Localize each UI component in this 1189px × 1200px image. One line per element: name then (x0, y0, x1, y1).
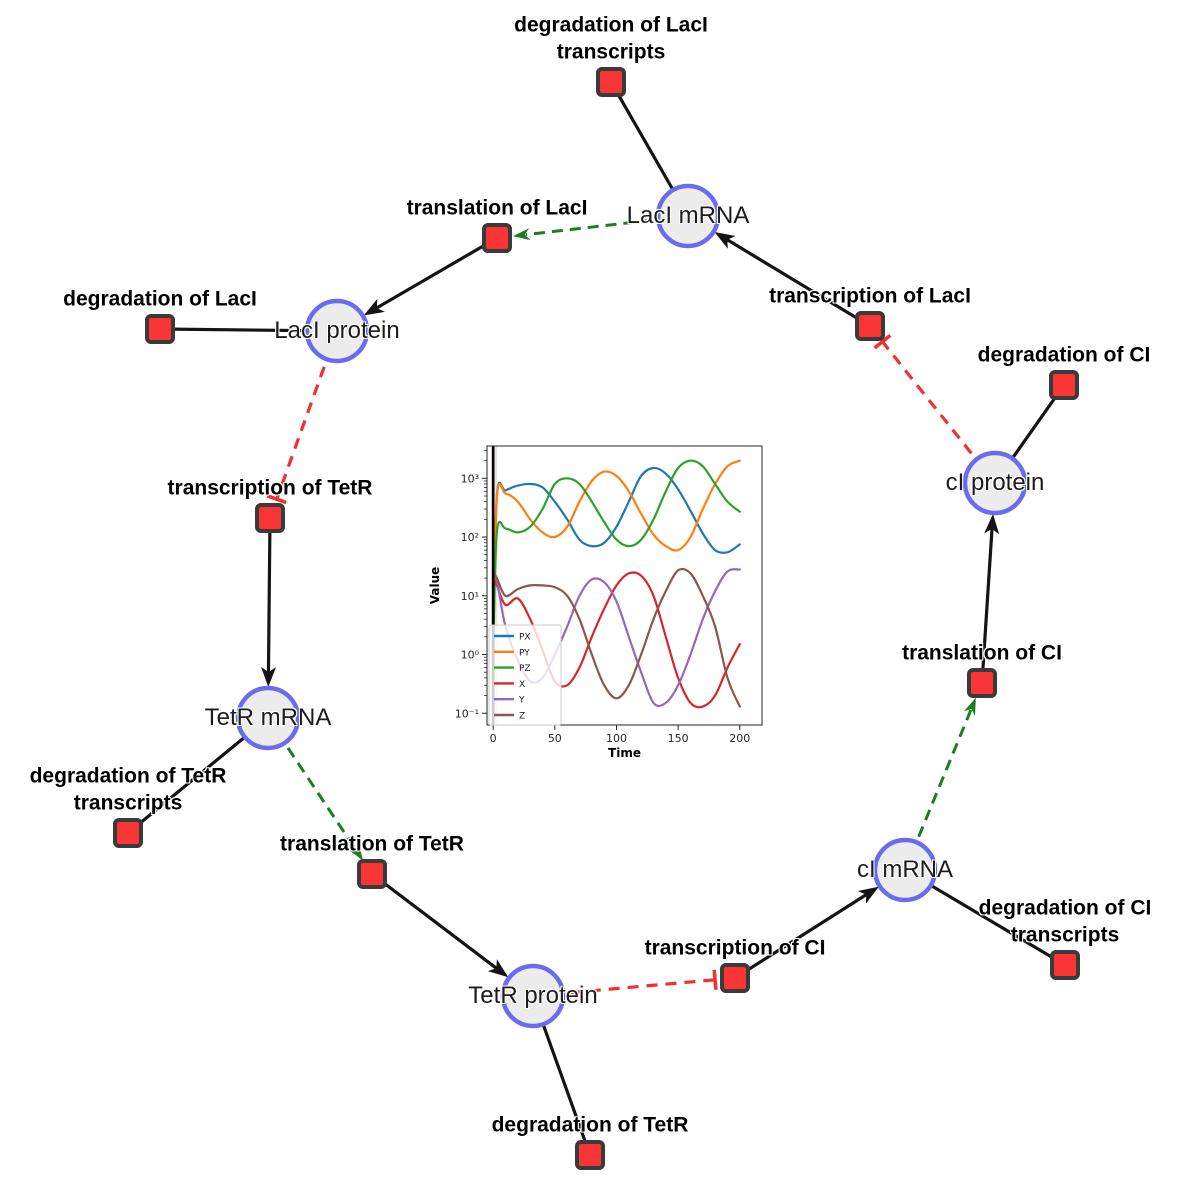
inhibition-tee (266, 494, 287, 505)
process-node-deg-tetr-transcripts (113, 818, 143, 848)
series-PX (492, 466, 741, 656)
activation-arrowhead (512, 228, 531, 241)
x-tick-label: 150 (668, 732, 689, 745)
species-node-laci-protein (304, 298, 370, 364)
arrowhead (857, 886, 879, 904)
process-node-transcription-laci (855, 311, 885, 341)
species-node-tetr-protein (500, 963, 566, 1029)
process-node-transcription-ci (720, 963, 750, 993)
species-node-ci-protein (962, 450, 1028, 516)
x-tick-label: 0 (490, 732, 497, 745)
legend-label: Y (518, 696, 525, 706)
edge-transcription-tetr-to-tetr-mrna (266, 517, 272, 675)
x-axis-label: Time (608, 746, 641, 758)
inhibition-tee (873, 334, 892, 350)
edge-translation-ci-to-ci-protein (980, 526, 994, 684)
y-tick-label: 10⁰ (461, 649, 480, 662)
inhibition-tee (712, 969, 718, 990)
x-tick-label: 200 (729, 732, 750, 745)
legend-label: Z (519, 712, 525, 722)
legend-label: PZ (519, 664, 531, 674)
y-tick-label: 10⁻¹ (455, 707, 479, 720)
process-node-translation-tetr (357, 859, 387, 889)
species-node-tetr-mrna (235, 685, 301, 751)
y-tick-label: 10¹ (461, 590, 479, 603)
process-node-deg-ci-transcripts (1050, 950, 1080, 980)
legend-label: X (519, 680, 525, 690)
series-PZ (492, 459, 741, 656)
process-node-translation-laci (482, 223, 512, 253)
arrowhead (714, 232, 736, 249)
arrowhead (984, 513, 1000, 535)
legend-label: PY (519, 648, 530, 658)
edge-tetr-protein-to-transcription-ci (532, 978, 716, 998)
species-node-ci-mrna (872, 837, 938, 903)
activation-arrowhead (963, 697, 976, 716)
edge-transcription-laci-to-laci-mrna (724, 237, 871, 328)
process-node-translation-ci (967, 668, 997, 698)
legend-label: PX (519, 633, 531, 643)
series-Z (492, 567, 741, 708)
arrowhead (261, 666, 277, 688)
x-tick-label: 100 (606, 732, 627, 745)
arrowhead (487, 959, 509, 978)
process-node-deg-tetr (575, 1140, 605, 1170)
process-node-transcription-tetr (255, 503, 285, 533)
legend: PX PY PZ XYZ (488, 624, 562, 726)
y-axis-label: Value (428, 567, 442, 605)
edge-transcription-ci-to-ci-mrna (734, 892, 869, 980)
series-X (492, 571, 741, 709)
series-PY (492, 459, 741, 656)
activation-arrowhead (348, 843, 364, 861)
process-node-deg-laci-transcripts (596, 67, 626, 97)
edge-translation-tetr-to-tetr-protein (371, 872, 499, 971)
process-node-deg-ci (1049, 370, 1079, 400)
process-node-deg-laci (145, 314, 175, 344)
plot-frame (486, 445, 763, 726)
edge-translation-laci-to-laci-protein (374, 236, 498, 311)
y-tick-label: 10³ (461, 472, 479, 485)
simulation-chart-inset: 10⁻¹ 10⁰ 10¹ 10² 10³ 0 50 100 150 200 Time Value PX P… (425, 433, 770, 760)
y-tick-label: 10² (461, 531, 479, 544)
arrowhead (363, 298, 385, 316)
species-node-laci-mrna (655, 183, 721, 249)
x-tick-label: 50 (548, 732, 562, 745)
